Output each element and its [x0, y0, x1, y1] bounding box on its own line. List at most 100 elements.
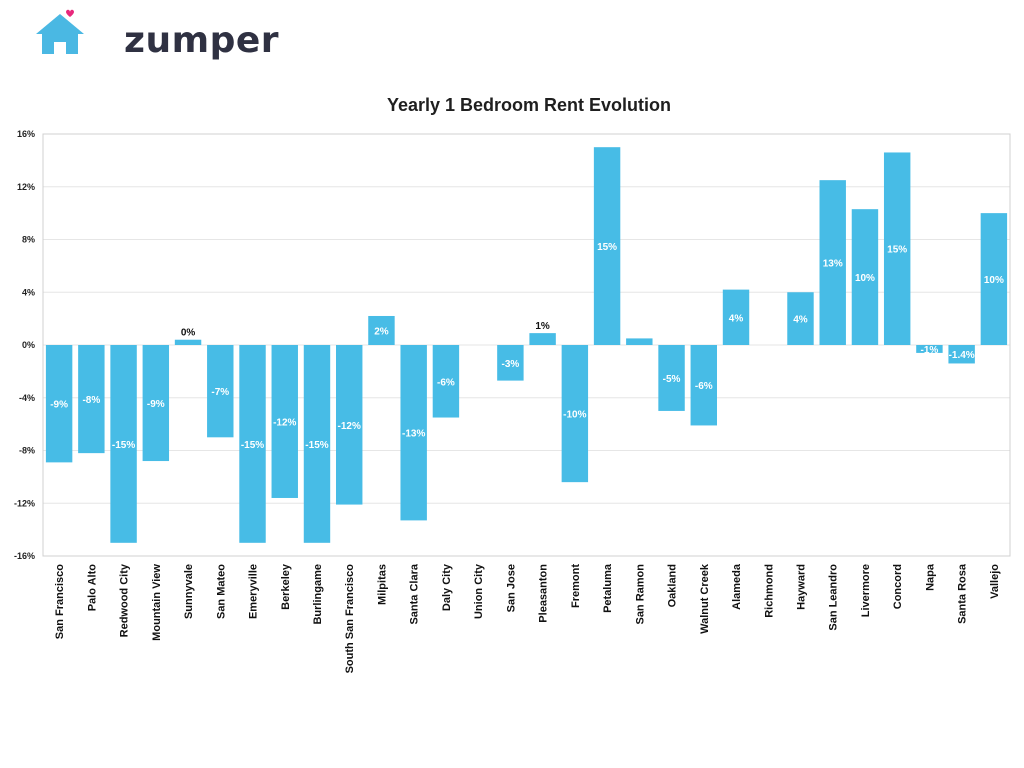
bar — [303, 345, 331, 543]
data-label: -15% — [305, 440, 328, 451]
bar — [851, 209, 879, 345]
brand-name: zumper — [124, 20, 280, 61]
x-tick-label: Mountain View — [151, 564, 163, 641]
data-label: -1.4% — [949, 350, 975, 361]
y-tick-label: 4% — [22, 287, 35, 297]
bar — [110, 345, 137, 543]
axes — [42, 133, 1011, 557]
data-label: -9% — [50, 400, 68, 411]
bar — [497, 345, 524, 381]
bar — [722, 289, 750, 345]
x-tick-label: Petaluma — [602, 563, 614, 613]
x-tick-label: Hayward — [795, 564, 807, 610]
bar — [948, 345, 975, 364]
y-tick-label: -16% — [14, 551, 35, 561]
house-icon — [36, 9, 84, 54]
bar — [916, 345, 943, 353]
bar — [271, 345, 298, 498]
data-label: 13% — [823, 259, 843, 270]
x-tick-label: San Mateo — [215, 564, 227, 619]
data-label: 2% — [374, 326, 389, 337]
bar — [626, 338, 653, 345]
bar — [400, 345, 427, 521]
x-tick-label: Livermore — [860, 564, 872, 617]
x-tick-label: Union City — [473, 563, 485, 619]
bar — [174, 339, 202, 345]
y-tick-label: -12% — [14, 498, 35, 508]
data-label: -8% — [82, 395, 100, 406]
x-tick-label: San Ramon — [634, 564, 646, 625]
data-labels: -9% -8% -15% -9% 0% -7% -15% -12% -15% -12% 2% -13%… — [50, 242, 1004, 451]
data-label: 1% — [535, 321, 550, 332]
bar — [45, 345, 73, 463]
x-tick-label: Milpitas — [376, 564, 388, 605]
bars — [45, 147, 1008, 543]
y-tick-label: 0% — [22, 340, 35, 350]
y-tick-label: 16% — [17, 129, 35, 139]
data-label: 4% — [793, 315, 808, 326]
x-tick-label: Daly City — [441, 563, 453, 611]
x-tick-label: Palo Alto — [86, 564, 98, 612]
data-label: 4% — [729, 313, 744, 324]
x-tick-label: Alameda — [731, 563, 743, 610]
data-label: -6% — [437, 377, 455, 388]
x-tick-label: San Leandro — [828, 564, 840, 631]
x-tick-label: San Francisco — [54, 564, 66, 639]
x-tick-label: Pleasanton — [538, 564, 550, 623]
x-tick-label: San Jose — [505, 564, 517, 612]
y-tick-label: 12% — [17, 182, 35, 192]
data-label: -5% — [663, 374, 681, 385]
x-tick-label: Emeryville — [248, 564, 260, 619]
x-tick-label: Walnut Creek — [699, 563, 711, 634]
plot-frame — [42, 133, 1011, 557]
bar — [690, 345, 717, 426]
data-label: -10% — [563, 410, 586, 421]
bar — [368, 315, 395, 345]
bar — [819, 180, 846, 345]
x-tick-label: Concord — [892, 564, 904, 609]
x-tick-label: Napa — [924, 563, 936, 591]
bar — [883, 152, 911, 345]
bar — [432, 345, 460, 418]
data-label: -15% — [112, 440, 135, 451]
bar — [561, 345, 589, 483]
data-label: 10% — [855, 273, 875, 284]
x-tick-label: Fremont — [570, 564, 582, 608]
data-label: -7% — [211, 387, 229, 398]
data-label: -9% — [147, 399, 165, 410]
bar — [336, 345, 363, 505]
data-label: -13% — [402, 429, 425, 440]
y-tick-labels: -16% -12% -8% -4% 0% 4% 8% 12% 16% — [14, 129, 35, 561]
x-tick-label: South San Francisco — [344, 564, 356, 674]
data-label: -15% — [241, 440, 264, 451]
x-tick-label: Sunnyvale — [183, 564, 195, 619]
x-tick-label: Santa Rosa — [957, 563, 969, 624]
data-label: -1% — [921, 345, 939, 356]
bar — [593, 147, 621, 345]
data-label: 15% — [887, 245, 907, 256]
bar — [980, 213, 1008, 345]
x-tick-label: Redwood City — [119, 563, 131, 637]
bar — [78, 345, 105, 454]
x-tick-label: Berkeley — [280, 563, 292, 610]
bar — [239, 345, 266, 543]
bar — [787, 292, 814, 345]
bar — [142, 345, 170, 462]
chart-title: Yearly 1 Bedroom Rent Evolution — [386, 95, 672, 115]
y-tick-label: 8% — [22, 235, 35, 245]
x-tick-labels: San Francisco Palo Alto Redwood City Mounta… — [54, 563, 1001, 673]
zumper-logo: zumper — [36, 8, 279, 61]
data-label: 10% — [984, 275, 1004, 286]
heart-icon — [66, 9, 74, 17]
bar — [207, 345, 234, 438]
data-label: -12% — [338, 421, 361, 432]
bar — [658, 345, 685, 411]
data-label: 15% — [597, 242, 617, 253]
x-tick-label: Vallejo — [989, 564, 1001, 599]
x-tick-label: Santa Clara — [409, 563, 421, 624]
x-tick-label: Oakland — [667, 564, 679, 607]
data-label: -12% — [273, 417, 296, 428]
x-tick-label: Richmond — [763, 564, 775, 618]
data-label: -6% — [695, 381, 713, 392]
